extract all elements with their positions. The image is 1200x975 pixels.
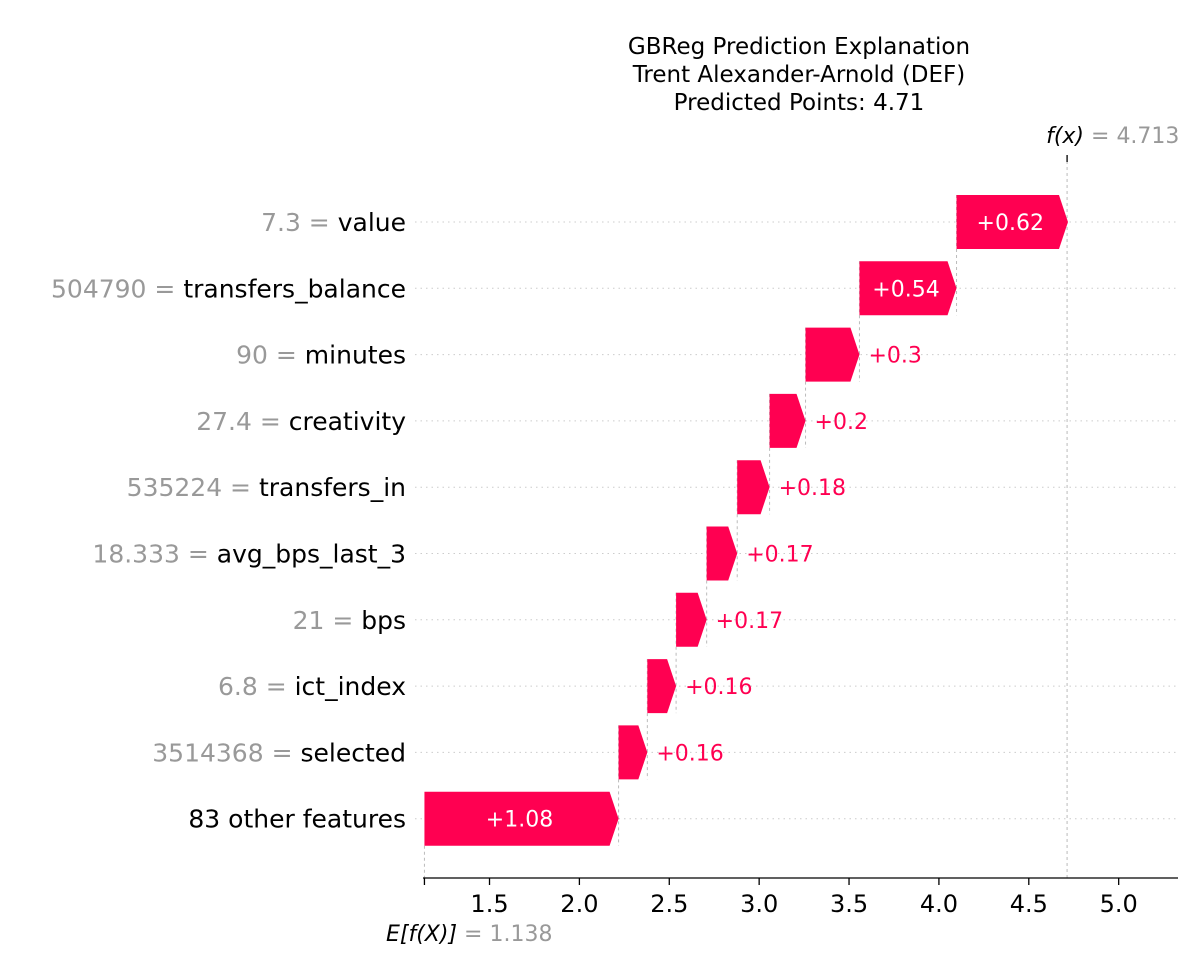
feature-value: 21 (293, 606, 325, 635)
feature-name: transfers_balance (183, 274, 406, 303)
feature-label: 504790 = transfers_balance (51, 274, 406, 303)
equals-sign: = (222, 473, 259, 502)
waterfall-bar (805, 327, 860, 382)
equals-sign: = (301, 208, 338, 237)
feature-value: 7.3 (261, 208, 301, 237)
bar-value-label: +0.16 (656, 741, 723, 766)
x-tick-label: 3.0 (740, 890, 778, 918)
reference-lines (423, 155, 1068, 878)
feature-labels: 7.3 = value 504790 = transfers_balance 90 … (51, 208, 406, 834)
bar-value-label: +0.62 (977, 211, 1044, 236)
bar-value-label: +1.08 (486, 808, 553, 833)
title-line-2: Trent Alexander-Arnold (DEF) (632, 62, 966, 88)
title-line-3: Predicted Points: 4.71 (674, 90, 925, 116)
feature-name: avg_bps_last_3 (217, 540, 406, 569)
x-tick-label: 4.5 (1010, 890, 1048, 918)
output-value: 4.713 (1116, 124, 1179, 149)
chart-title: GBReg Prediction Explanation Trent Alexa… (628, 34, 970, 116)
x-tick-label: 2.0 (560, 890, 598, 918)
feature-label: 90 = minutes (236, 341, 406, 370)
equals-sign: = (268, 341, 305, 370)
x-tick-label: 1.5 (470, 890, 508, 918)
output-symbol: f(x) (1046, 124, 1084, 149)
feature-value: 535224 (127, 473, 222, 502)
bar-value-label: +0.18 (779, 476, 846, 501)
bar-value-label: +0.54 (872, 277, 939, 302)
waterfall-bar (647, 659, 677, 714)
bar-value-label: +0.17 (746, 543, 813, 568)
base-value: 1.138 (489, 922, 552, 947)
x-tick-label: 2.5 (650, 890, 688, 918)
waterfall-bar (956, 195, 1068, 249)
equals-sign: = (146, 274, 183, 303)
feature-label: 27.4 = creativity (196, 407, 406, 436)
reference-labels: f(x) = 4.713 E[f(X)] = 1.138 (386, 124, 1179, 947)
feature-name: transfers_in (259, 473, 406, 502)
waterfall-bar (706, 526, 738, 581)
feature-name: value (338, 208, 406, 237)
feature-label: 7.3 = value (261, 208, 406, 237)
feature-name: ict_index (295, 672, 406, 701)
bar-value-label: +0.2 (815, 410, 868, 435)
equals-sign: = (264, 738, 301, 767)
x-tick-label: 4.0 (920, 890, 958, 918)
x-axis: 1.5 2.0 2.5 3.0 3.5 4.0 4.5 5.0 (423, 155, 1178, 918)
feature-name: creativity (289, 407, 406, 436)
equals-sign: = (258, 672, 295, 701)
output-equals: = (1084, 124, 1116, 149)
feature-name: selected (300, 738, 406, 767)
waterfall-bar (676, 592, 707, 647)
waterfall-bar (859, 261, 957, 316)
feature-label: 83 other features (188, 805, 406, 834)
feature-label: 3514368 = selected (152, 738, 406, 767)
feature-name: minutes (305, 341, 406, 370)
waterfall-bar (769, 393, 806, 448)
feature-label: 21 = bps (293, 606, 406, 635)
feature-value: 18.333 (92, 540, 179, 569)
feature-label: 535224 = transfers_in (127, 473, 406, 502)
feature-label: 18.333 = avg_bps_last_3 (92, 540, 406, 569)
equals-sign: = (324, 606, 361, 635)
bar-value-label: +0.17 (716, 609, 783, 634)
x-tick-label: 3.5 (830, 890, 868, 918)
feature-label: 6.8 = ict_index (218, 672, 406, 701)
waterfall-bar (737, 460, 770, 515)
waterfall-bar (618, 725, 648, 780)
feature-name: 83 other features (188, 805, 406, 834)
base-symbol: E[f(X)] (386, 922, 457, 947)
bar-value-label: +0.16 (685, 675, 752, 700)
bar-value-label: +0.3 (868, 344, 921, 369)
feature-name: bps (361, 606, 406, 635)
title-line-1: GBReg Prediction Explanation (628, 34, 970, 60)
feature-value: 27.4 (196, 407, 252, 436)
feature-value: 504790 (51, 274, 146, 303)
feature-value: 3514368 (152, 738, 263, 767)
bars-layer: +0.62 +0.54 +0.3 +0.2 +0.18 +0.17 +0.17 +0.16 +0… (424, 195, 1068, 846)
feature-value: 6.8 (218, 672, 258, 701)
output-value-label: f(x) = 4.713 (1046, 124, 1179, 149)
feature-value: 90 (236, 341, 268, 370)
x-tick-label: 5.0 (1100, 890, 1138, 918)
grid-layer (415, 221, 1178, 820)
waterfall-bar (424, 791, 619, 846)
base-value-label: E[f(X)] = 1.138 (386, 922, 552, 947)
equals-sign: = (252, 407, 289, 436)
base-equals: = (457, 922, 489, 947)
equals-sign: = (180, 540, 217, 569)
